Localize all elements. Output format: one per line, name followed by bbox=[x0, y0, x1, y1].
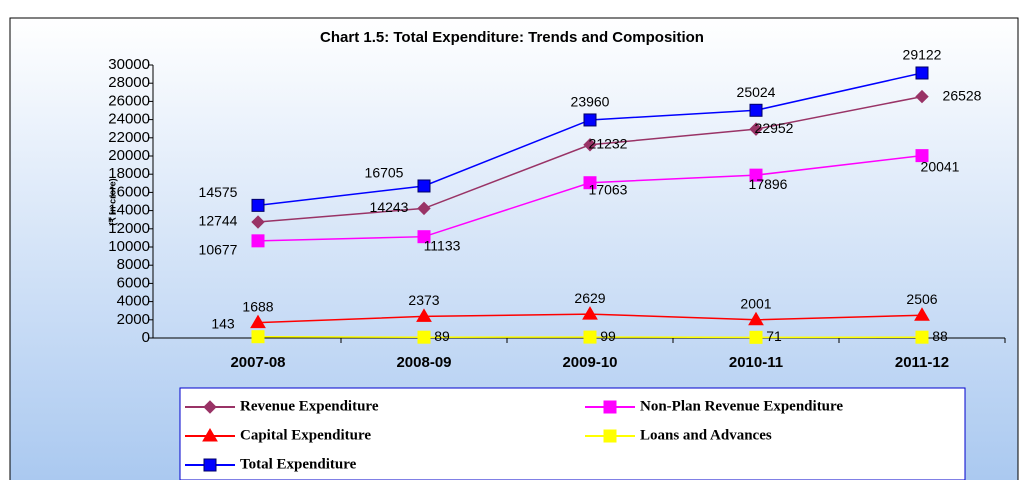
data-point bbox=[915, 89, 929, 104]
data-point bbox=[749, 122, 763, 136]
data-point bbox=[915, 66, 929, 80]
legend-box bbox=[179, 387, 966, 480]
y-tick-label: 16000 bbox=[108, 183, 150, 200]
y-tick-label: 8000 bbox=[117, 256, 150, 273]
data-label: 22952 bbox=[755, 120, 794, 136]
y-tick-label: 2000 bbox=[117, 311, 150, 328]
data-point bbox=[749, 330, 763, 344]
data-label: 12744 bbox=[199, 213, 238, 229]
data-label: 20041 bbox=[921, 158, 960, 174]
data-point bbox=[417, 330, 431, 344]
x-tick-label: 2008-09 bbox=[396, 354, 451, 371]
data-point bbox=[251, 215, 265, 229]
data-point bbox=[749, 168, 763, 182]
data-point bbox=[583, 113, 597, 127]
data-label: 23960 bbox=[571, 94, 610, 110]
y-tick-label: 10000 bbox=[108, 238, 150, 255]
data-point bbox=[914, 307, 930, 321]
y-tick-label: 30000 bbox=[108, 56, 150, 73]
data-label: 21232 bbox=[589, 135, 628, 151]
data-point bbox=[251, 330, 265, 344]
data-label: 14575 bbox=[199, 184, 238, 200]
y-tick-label: 14000 bbox=[108, 202, 150, 219]
x-tick-label: 2011-12 bbox=[895, 354, 949, 371]
data-label: 2506 bbox=[906, 291, 937, 307]
y-tick-label: 20000 bbox=[108, 147, 150, 164]
y-tick-label: 24000 bbox=[108, 111, 150, 128]
legend-marker bbox=[603, 400, 617, 414]
legend-label: Non-Plan Revenue Expenditure bbox=[640, 398, 843, 414]
y-tick-label: 22000 bbox=[108, 129, 150, 146]
data-point bbox=[416, 308, 432, 322]
x-tick-label: 2007-08 bbox=[230, 354, 285, 371]
data-point bbox=[417, 179, 431, 193]
data-label: 71 bbox=[766, 328, 782, 344]
y-tick-label: 12000 bbox=[108, 220, 150, 237]
data-label: 89 bbox=[434, 328, 450, 344]
x-tick-label: 2010-11 bbox=[729, 354, 783, 371]
legend-marker bbox=[203, 400, 217, 414]
data-label: 26528 bbox=[943, 87, 982, 103]
data-label: 99 bbox=[600, 328, 616, 344]
x-tick-label: 2009-10 bbox=[562, 354, 617, 371]
data-label: 2629 bbox=[574, 290, 605, 306]
y-tick-label: 4000 bbox=[117, 293, 150, 310]
legend-label: Total Expenditure bbox=[240, 456, 357, 472]
legend-marker bbox=[202, 428, 218, 442]
legend-label: Capital Expenditure bbox=[240, 427, 371, 443]
data-point bbox=[749, 103, 763, 117]
data-label: 2373 bbox=[408, 292, 439, 308]
y-tick-label: 18000 bbox=[108, 165, 150, 182]
chart-title: Chart 1.5: Total Expenditure: Trends and… bbox=[320, 29, 704, 46]
data-label: 2001 bbox=[740, 295, 771, 311]
data-label: 29122 bbox=[903, 47, 942, 63]
y-tick-label: 6000 bbox=[117, 274, 150, 291]
data-label: 11133 bbox=[424, 237, 461, 253]
data-label: 88 bbox=[932, 328, 948, 344]
data-point bbox=[417, 201, 431, 216]
y-axis-label: (₹ in crore) bbox=[107, 178, 117, 225]
data-point bbox=[251, 198, 265, 212]
data-label: 25024 bbox=[737, 84, 776, 100]
y-tick-label: 28000 bbox=[108, 74, 150, 91]
data-label: 143 bbox=[211, 315, 235, 331]
data-label: 16705 bbox=[365, 165, 404, 181]
data-label: 17896 bbox=[749, 176, 788, 192]
data-point bbox=[417, 230, 431, 244]
y-tick-label: 26000 bbox=[108, 92, 150, 109]
legend-label: Loans and Advances bbox=[640, 427, 772, 443]
data-point bbox=[583, 138, 597, 152]
data-point bbox=[583, 330, 597, 344]
data-point bbox=[583, 176, 597, 190]
legend-label: Revenue Expenditure bbox=[240, 398, 379, 414]
data-label: 10677 bbox=[199, 242, 238, 258]
data-point bbox=[250, 314, 266, 329]
data-point bbox=[915, 330, 929, 344]
data-point bbox=[251, 234, 265, 248]
legend-marker bbox=[203, 458, 217, 472]
legend-marker bbox=[603, 429, 617, 443]
data-label: 14243 bbox=[370, 199, 409, 215]
y-tick-label: 0 bbox=[142, 329, 150, 346]
data-point bbox=[582, 306, 598, 320]
data-point bbox=[915, 149, 929, 163]
data-label: 1688 bbox=[242, 298, 273, 314]
data-point bbox=[748, 311, 764, 326]
data-label: 17063 bbox=[589, 181, 628, 197]
